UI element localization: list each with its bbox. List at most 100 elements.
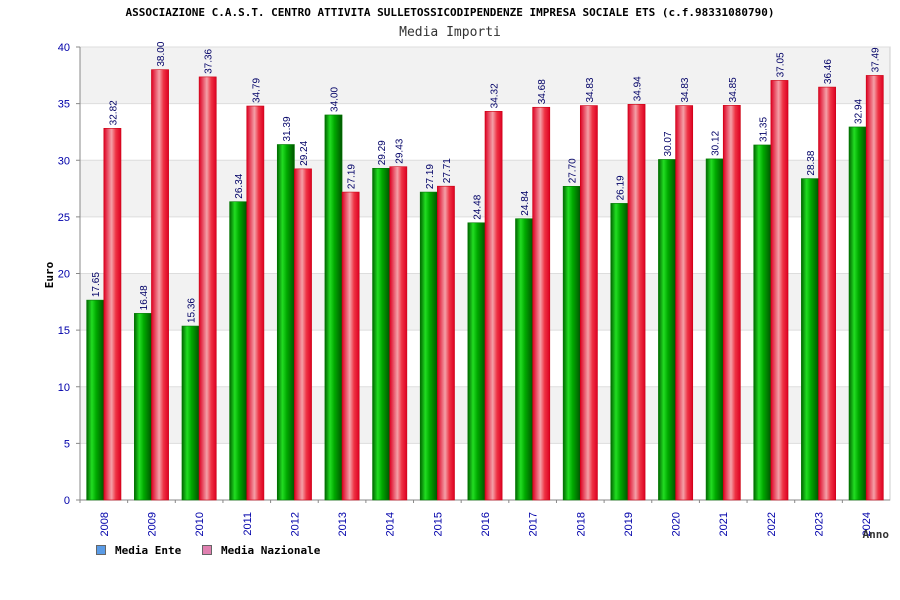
bar-media-ente-2012 xyxy=(276,144,295,501)
data-label: 37.49 xyxy=(871,47,882,72)
bar-media-nazionale-2013 xyxy=(341,191,360,501)
data-label: 36.46 xyxy=(823,59,834,84)
data-label: 27.70 xyxy=(568,158,579,183)
x-tick-label: 2021 xyxy=(718,512,730,536)
bar-media-ente-2019 xyxy=(610,203,629,501)
y-tick-labels: 0 5 10 15 20 25 30 35 40 xyxy=(58,42,70,507)
bar-media-ente-2016 xyxy=(467,222,486,501)
data-label: 27.71 xyxy=(442,158,453,183)
bar-media-nazionale-2021 xyxy=(722,105,741,501)
x-tick-label: 2010 xyxy=(194,512,206,536)
x-tick-label: 2020 xyxy=(671,512,683,536)
bar-media-ente-2011 xyxy=(229,201,248,501)
bar-media-ente-2013 xyxy=(324,114,343,501)
y-tick-label: 30 xyxy=(58,155,70,167)
bar-media-nazionale-2022 xyxy=(770,80,789,501)
data-label: 30.07 xyxy=(663,131,674,156)
x-tick-label: 2017 xyxy=(528,512,540,536)
bar-media-nazionale-2016 xyxy=(484,111,503,501)
bar-media-ente-2009 xyxy=(134,313,152,501)
x-tick-label: 2023 xyxy=(814,512,826,536)
legend-item-media-ente: Media Ente xyxy=(96,543,181,557)
data-label: 29.24 xyxy=(299,140,310,165)
bar-media-nazionale-2012 xyxy=(294,168,312,501)
x-tick-label: 2009 xyxy=(146,512,158,536)
legend-label-media-ente: Media Ente xyxy=(115,543,182,557)
bar-media-nazionale-2010 xyxy=(198,76,217,501)
bars xyxy=(86,69,884,501)
data-label: 26.19 xyxy=(615,175,626,200)
data-label: 29.29 xyxy=(377,140,388,165)
bar-media-nazionale-2009 xyxy=(151,69,169,501)
bar-media-ente-2022 xyxy=(753,144,772,501)
y-axis-label: Euro xyxy=(43,261,56,288)
y-tick-label: 0 xyxy=(64,495,70,507)
x-tick-label: 2018 xyxy=(575,512,587,536)
chart-title: ASSOCIAZIONE C.A.S.T. CENTRO ATTIVITA SU… xyxy=(125,6,775,19)
bar-media-ente-2024 xyxy=(848,126,867,501)
x-tick-label: 2022 xyxy=(766,512,778,536)
x-tick-label: 2024 xyxy=(861,512,873,536)
y-tick-label: 35 xyxy=(58,99,70,111)
bar-media-ente-2015 xyxy=(419,191,438,501)
bar-media-ente-2014 xyxy=(372,167,391,501)
data-label: 31.35 xyxy=(758,116,769,141)
x-tick-label: 2012 xyxy=(289,512,301,536)
data-label: 28.38 xyxy=(806,150,817,175)
data-label: 34.83 xyxy=(680,77,691,102)
data-label: 34.79 xyxy=(251,78,262,103)
bar-media-ente-2020 xyxy=(658,159,676,501)
data-label: 32.82 xyxy=(108,100,119,125)
legend-swatch-media-nazionale xyxy=(202,545,212,555)
y-tick-label: 5 xyxy=(64,438,70,450)
x-tick-label: 2015 xyxy=(432,512,444,536)
y-tick-label: 40 xyxy=(58,42,70,54)
x-tick-label: 2019 xyxy=(623,512,635,536)
bar-media-ente-2018 xyxy=(562,185,581,501)
bar-media-nazionale-2018 xyxy=(579,105,598,501)
bar-labels: 17.65 32.82 16.48 38.00 15.36 37.36 26.34 34.79… xyxy=(91,41,882,323)
bar-media-nazionale-2011 xyxy=(246,105,265,501)
bar-media-ente-2017 xyxy=(515,218,533,501)
bar-media-nazionale-2017 xyxy=(532,106,551,501)
legend-swatch-media-ente xyxy=(96,545,106,555)
bar-media-nazionale-2020 xyxy=(675,105,694,501)
bar-media-nazionale-2008 xyxy=(103,128,122,501)
x-tick-label: 2016 xyxy=(480,512,492,536)
y-tick-label: 10 xyxy=(58,382,70,394)
data-label: 17.65 xyxy=(91,272,102,297)
data-label: 26.34 xyxy=(234,173,245,198)
x-tick-label: 2011 xyxy=(242,512,254,536)
y-tick-label: 25 xyxy=(58,212,70,224)
data-label: 34.83 xyxy=(585,77,596,102)
data-label: 29.43 xyxy=(394,138,405,163)
bar-media-ente-2010 xyxy=(181,325,200,501)
data-label: 16.48 xyxy=(139,285,150,310)
data-label: 31.39 xyxy=(282,116,293,141)
data-label: 24.84 xyxy=(520,190,531,215)
bar-media-nazionale-2024 xyxy=(865,75,884,501)
data-label: 34.32 xyxy=(490,83,501,108)
data-label: 37.05 xyxy=(775,52,786,77)
x-tick-label: 2014 xyxy=(385,512,397,536)
bar-media-ente-2023 xyxy=(801,178,819,501)
bar-media-ente-2021 xyxy=(705,158,724,501)
data-label: 34.85 xyxy=(728,77,739,102)
data-label: 32.94 xyxy=(854,98,865,123)
x-tick-labels: 2008 2009 2010 2011 2012 2013 2014 2015 2016 2017… xyxy=(99,512,873,536)
data-label: 27.19 xyxy=(347,164,358,189)
data-label: 37.36 xyxy=(204,48,215,73)
data-label: 34.68 xyxy=(537,79,548,104)
data-label: 34.94 xyxy=(633,76,644,101)
data-label: 34.00 xyxy=(329,86,340,111)
data-label: 24.48 xyxy=(472,194,483,219)
y-tick-label: 15 xyxy=(58,325,70,337)
data-label: 30.12 xyxy=(711,130,722,155)
x-tick-label: 2013 xyxy=(337,512,349,536)
data-label: 38.00 xyxy=(156,41,167,66)
bar-media-nazionale-2014 xyxy=(389,166,408,501)
bar-media-nazionale-2023 xyxy=(818,86,836,501)
data-label: 27.19 xyxy=(425,164,436,189)
bar-media-nazionale-2015 xyxy=(437,185,455,501)
